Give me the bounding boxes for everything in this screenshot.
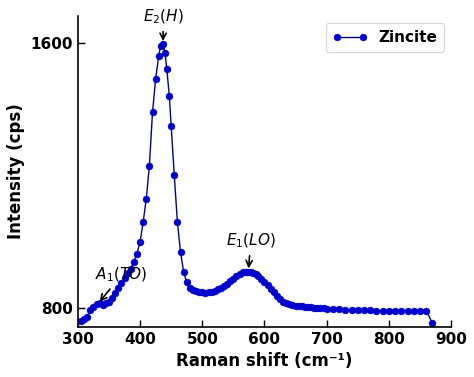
X-axis label: Raman shift (cm⁻¹): Raman shift (cm⁻¹) <box>176 352 353 370</box>
Zincite <box>234 274 239 279</box>
Zincite <box>255 274 261 279</box>
Text: $A_1(TO)$: $A_1(TO)$ <box>95 266 147 300</box>
Zincite <box>429 321 435 326</box>
Zincite <box>386 308 392 313</box>
Zincite <box>405 308 410 313</box>
Legend: Zincite: Zincite <box>326 23 444 52</box>
Zincite <box>78 319 84 323</box>
Text: $E_1(LO)$: $E_1(LO)$ <box>226 232 276 267</box>
Zincite <box>160 42 166 46</box>
Zincite <box>150 110 155 115</box>
Zincite <box>137 240 143 244</box>
Line: Zincite: Zincite <box>78 41 436 327</box>
Y-axis label: Intensity (cps): Intensity (cps) <box>7 103 25 239</box>
Text: $E_2(H)$: $E_2(H)$ <box>143 8 183 39</box>
